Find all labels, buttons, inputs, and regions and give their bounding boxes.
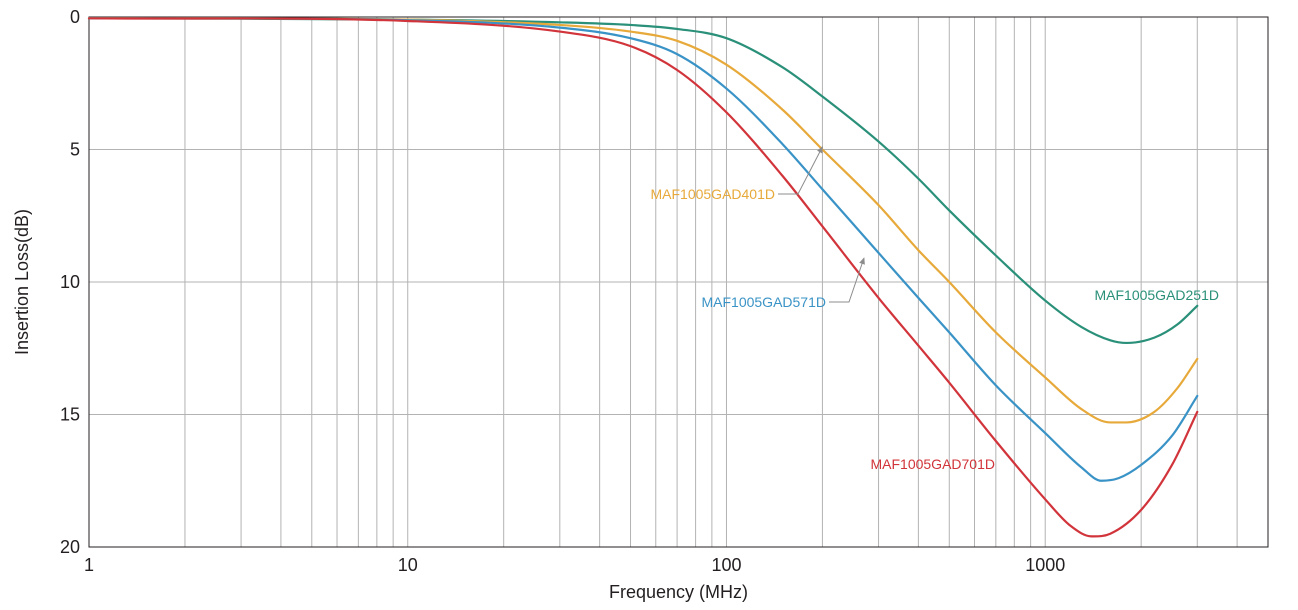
y-tick-label: 20 bbox=[60, 537, 80, 557]
plot-frame bbox=[88, 16, 1269, 548]
series-line-maf1005gad571d bbox=[87, 17, 1199, 482]
annotation-arrow bbox=[778, 145, 823, 195]
series-layer bbox=[87, 17, 1199, 538]
y-tick-label: 5 bbox=[70, 140, 80, 160]
series-line-maf1005gad251d bbox=[87, 17, 1199, 345]
y-tick-label: 10 bbox=[60, 272, 80, 292]
y-axis-title: Insertion Loss(dB) bbox=[12, 209, 32, 355]
series-line-maf1005gad401d bbox=[87, 17, 1199, 424]
series-label-maf1005gad251d: MAF1005GAD251D bbox=[1094, 287, 1219, 303]
x-tick-label: 10 bbox=[398, 555, 418, 575]
y-tick-label: 15 bbox=[60, 405, 80, 425]
x-axis-title: Frequency (MHz) bbox=[609, 582, 748, 602]
series-line-maf1005gad701d bbox=[87, 17, 1199, 538]
series-label-maf1005gad571d: MAF1005GAD571D bbox=[701, 294, 826, 310]
x-tick-label: 1 bbox=[84, 555, 94, 575]
series-label-maf1005gad701d: MAF1005GAD701D bbox=[870, 456, 995, 472]
annotations: MAF1005GAD401D MAF1005GAD571D MAF1005GAD25… bbox=[650, 145, 1219, 472]
tick-labels: 1 10 100 1000 0 5 10 15 20 bbox=[60, 7, 1065, 575]
x-tick-label: 1000 bbox=[1025, 555, 1065, 575]
x-tick-label: 100 bbox=[711, 555, 741, 575]
grid bbox=[89, 17, 1269, 547]
y-tick-label: 0 bbox=[70, 7, 80, 27]
series-label-maf1005gad401d: MAF1005GAD401D bbox=[650, 186, 775, 202]
annotation-arrow bbox=[829, 257, 865, 303]
